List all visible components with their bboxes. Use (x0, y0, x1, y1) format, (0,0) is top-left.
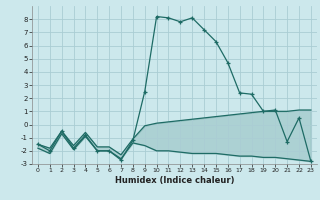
X-axis label: Humidex (Indice chaleur): Humidex (Indice chaleur) (115, 176, 234, 185)
